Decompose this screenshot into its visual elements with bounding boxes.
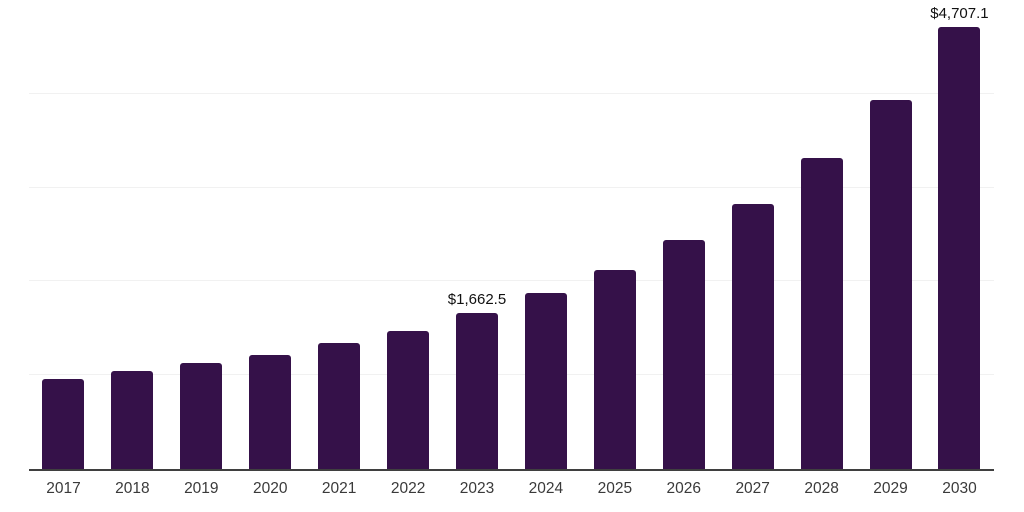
bar-2022[interactable] [387, 331, 430, 469]
bar-slot-2018 [98, 0, 167, 469]
bar-2029[interactable] [869, 100, 912, 469]
bar-2019[interactable] [180, 363, 223, 469]
bar-2020[interactable] [249, 355, 292, 469]
bar-slot-2017 [29, 0, 98, 469]
x-tick-label-2030: 2030 [942, 480, 977, 497]
bar-slot-2025 [580, 0, 649, 469]
x-tick-label-2028: 2028 [804, 480, 839, 497]
bars-container: $1,662.5 $4,707.1 [29, 0, 994, 469]
data-label-2030: $4,707.1 [930, 5, 989, 23]
x-tick-label-2023: 2023 [459, 480, 495, 497]
bar-slot-2019 [167, 0, 236, 469]
x-tick-label-2019: 2019 [184, 480, 219, 497]
bar-2025[interactable] [593, 269, 636, 469]
x-tick-label-2026: 2026 [666, 480, 701, 497]
bar-2026[interactable] [662, 240, 705, 469]
gridline-1000 [29, 374, 994, 376]
bar-slot-2029 [856, 0, 925, 469]
gridline-2000 [29, 280, 994, 282]
x-tick-label-2024: 2024 [528, 480, 564, 497]
bar-slot-2027 [718, 0, 787, 469]
bar-slot-2022 [374, 0, 443, 469]
bar-2023[interactable] [455, 313, 498, 469]
bar-slot-2026 [649, 0, 718, 469]
x-tick-label-2017: 2017 [46, 480, 81, 497]
bar-slot-2023: $1,662.5 [443, 0, 512, 469]
bar-2027[interactable] [731, 203, 774, 469]
bar-slot-2024 [511, 0, 580, 469]
x-tick-label-2018: 2018 [115, 480, 150, 497]
bar-2017[interactable] [42, 378, 85, 469]
x-tick-label-2020: 2020 [252, 480, 288, 497]
gridline-3000 [29, 186, 994, 188]
gridline-4000 [29, 92, 994, 94]
x-tick-label-2027: 2027 [735, 480, 770, 497]
bar-2028[interactable] [800, 158, 843, 469]
plot-area: $1,662.5 $4,707.1 [29, 0, 994, 471]
bar-slot-2028 [787, 0, 856, 469]
bar-2024[interactable] [524, 293, 567, 469]
bar-slot-2021 [305, 0, 374, 469]
bar-slot-2020 [236, 0, 305, 469]
bar-2030[interactable] [938, 27, 981, 469]
bar-slot-2030: $4,707.1 [925, 0, 994, 469]
data-label-2023: $1,662.5 [447, 291, 507, 309]
x-tick-label-2021: 2021 [321, 480, 357, 497]
bar-2018[interactable] [111, 370, 154, 469]
x-tick-label-2022: 2022 [390, 480, 426, 497]
x-tick-label-2029: 2029 [873, 480, 908, 497]
x-axis-labels: 2017 2018 2019 2020 2021 2022 2023 2024 2025 2026… [29, 480, 994, 498]
bar-2021[interactable] [318, 342, 361, 469]
x-tick-label-2025: 2025 [597, 480, 633, 497]
